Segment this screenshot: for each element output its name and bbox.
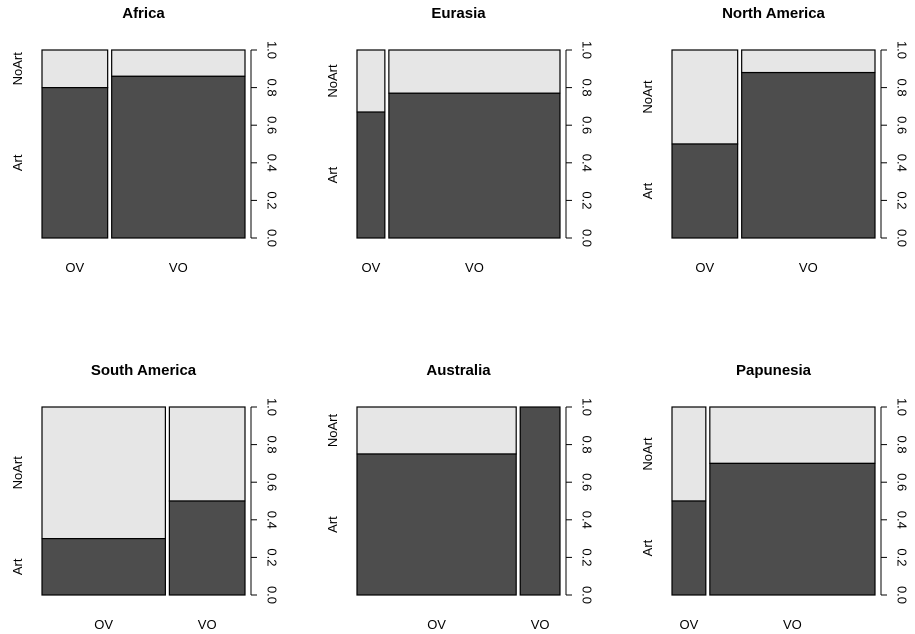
y-axis-tick-label: 1.0: [580, 398, 595, 416]
y-axis-tick-label: 0.6: [580, 473, 595, 491]
x-category-label: VO: [465, 260, 484, 275]
y-axis-tick-label: 0.4: [895, 154, 910, 172]
mosaic-tile-noart-ov: [671, 406, 707, 502]
y-axis-tick-label: 0.0: [580, 586, 595, 604]
y-axis-tick-label: 1.0: [580, 41, 595, 59]
chart-title: Africa: [122, 5, 165, 22]
chart-title: Eurasia: [431, 5, 486, 22]
y-level-label-noart: NoArt: [325, 64, 340, 98]
mosaic-tile-noart-ov: [41, 49, 109, 89]
x-category-label: OV: [427, 617, 446, 632]
x-category-label: VO: [531, 617, 550, 632]
mosaic-tile-art-vo: [519, 406, 561, 596]
y-axis-tick-label: 0.2: [265, 548, 280, 566]
y-axis-tick-label: 0.6: [265, 116, 280, 134]
y-level-label-noart: NoArt: [10, 52, 25, 86]
y-level-label-art: Art: [10, 154, 25, 171]
x-category-label: OV: [680, 617, 699, 632]
chart-title: Papunesia: [736, 362, 812, 379]
y-axis-tick-label: 0.8: [580, 436, 595, 454]
y-axis-tick-label: 1.0: [895, 398, 910, 416]
y-axis-tick-label: 0.4: [265, 511, 280, 529]
y-axis-tick-label: 0.4: [580, 154, 595, 172]
mosaic-tile-noart-ov: [356, 49, 386, 113]
x-category-label: OV: [362, 260, 381, 275]
y-axis-tick-label: 0.2: [580, 548, 595, 566]
mosaic-tile-art-ov: [41, 537, 166, 596]
x-category-label: VO: [783, 617, 802, 632]
y-axis-tick-label: 0.8: [265, 436, 280, 454]
y-axis-tick-label: 1.0: [265, 41, 280, 59]
y-axis-tick-label: 0.0: [265, 229, 280, 247]
y-axis-tick-label: 1.0: [265, 398, 280, 416]
mosaic-tile-art-vo: [741, 71, 876, 239]
mosaic-tile-art-vo: [111, 75, 246, 239]
y-axis-tick-label: 0.4: [895, 511, 910, 529]
mosaic-tile-art-ov: [671, 143, 739, 239]
mosaic-tile-noart-vo: [111, 49, 246, 77]
x-category-label: VO: [169, 260, 188, 275]
mosaic-tile-art-vo: [168, 500, 246, 596]
mosaic-tile-noart-ov: [671, 49, 739, 145]
x-category-label: VO: [198, 617, 217, 632]
mosaic-tile-art-vo: [388, 92, 561, 239]
x-category-label: OV: [94, 617, 113, 632]
y-axis-tick-label: 0.0: [895, 586, 910, 604]
chart-panel-papunesia: Papunesia OV VO Art NoArt 0.0 0.2 0.4 0.6 0.8 1.0: [640, 362, 910, 632]
chart-title: Australia: [426, 362, 491, 379]
y-level-label-noart: NoArt: [640, 80, 655, 114]
y-axis-tick-label: 0.6: [895, 116, 910, 134]
y-axis-tick-label: 0.6: [265, 473, 280, 491]
y-level-label-art: Art: [10, 558, 25, 575]
y-level-label-art: Art: [325, 516, 340, 533]
mosaic-tile-noart-ov: [356, 406, 517, 455]
y-level-label-noart: NoArt: [325, 413, 340, 447]
y-axis-tick-label: 0.0: [895, 229, 910, 247]
x-category-label: OV: [695, 260, 714, 275]
y-axis-tick-label: 0.4: [580, 511, 595, 529]
y-level-label-noart: NoArt: [640, 437, 655, 471]
y-axis-tick-label: 0.2: [895, 191, 910, 209]
mosaic-tile-art-ov: [671, 500, 707, 596]
y-level-label-art: Art: [640, 539, 655, 556]
y-level-label-noart: NoArt: [10, 456, 25, 490]
y-axis-tick-label: 0.8: [895, 79, 910, 97]
chart-panel-eurasia: Eurasia OV VO Art NoArt 0.0 0.2 0.4 0.6 0.8 1.0: [325, 5, 595, 275]
mosaic-tile-noart-vo: [168, 406, 246, 502]
mosaic-tile-art-vo: [709, 462, 876, 596]
y-level-label-art: Art: [325, 166, 340, 183]
y-axis-tick-label: 0.6: [895, 473, 910, 491]
y-axis-tick-label: 0.2: [265, 191, 280, 209]
chart-panel-north-america: North America OV VO Art NoArt 0.0 0.2 0.4 0.6 0.8…: [640, 5, 910, 275]
x-category-label: VO: [799, 260, 818, 275]
chart-title: South America: [91, 362, 197, 379]
chart-panel-south-america: South America OV VO Art NoArt 0.0 0.2 0.4 0.6 0.8…: [10, 362, 280, 632]
y-axis-tick-label: 0.0: [265, 586, 280, 604]
y-level-label-art: Art: [640, 182, 655, 199]
y-axis-tick-label: 1.0: [895, 41, 910, 59]
y-axis-tick-label: 0.2: [895, 548, 910, 566]
mosaic-tile-noart-ov: [41, 406, 166, 540]
x-category-label: OV: [65, 260, 84, 275]
y-axis-tick-label: 0.8: [895, 436, 910, 454]
chart-panel-australia: Australia OV VO Art NoArt 0.0 0.2 0.4 0.6 0.8 1.0: [325, 362, 595, 632]
mosaic-tile-noart-vo: [741, 49, 876, 74]
y-axis-tick-label: 0.0: [580, 229, 595, 247]
y-axis-tick-label: 0.8: [580, 79, 595, 97]
mosaic-tile-noart-vo: [388, 49, 561, 94]
y-axis-tick-label: 0.4: [265, 154, 280, 172]
chart-title: North America: [722, 5, 825, 22]
mosaic-tile-noart-vo: [709, 406, 876, 465]
mosaic-tile-art-ov: [356, 453, 517, 596]
chart-panel-africa: Africa OV VO Art NoArt 0.0 0.2 0.4 0.6 0.8 1.0: [10, 5, 280, 275]
mosaic-tile-art-ov: [41, 86, 109, 239]
y-axis-tick-label: 0.2: [580, 191, 595, 209]
mosaic-tile-art-ov: [356, 111, 386, 239]
y-axis-tick-label: 0.8: [265, 79, 280, 97]
y-axis-tick-label: 0.6: [580, 116, 595, 134]
